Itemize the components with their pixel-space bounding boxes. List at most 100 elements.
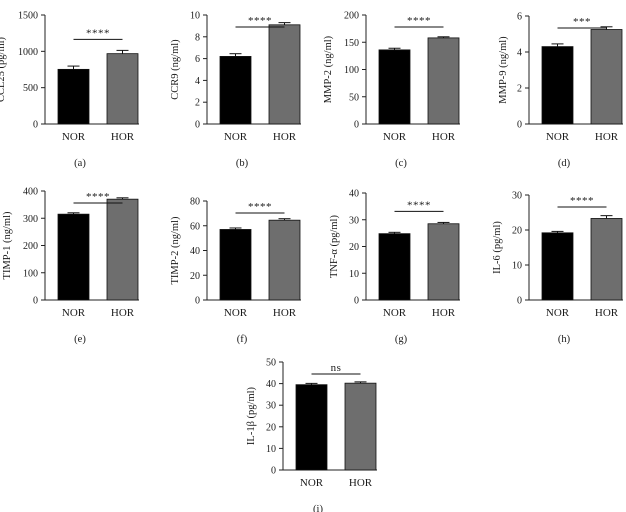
- y-tick-label: 8: [195, 32, 200, 43]
- y-tick-label: 0: [354, 120, 359, 131]
- bar-nor: [219, 56, 252, 125]
- panel-c: 0 50 100 150 200 MMP-2 (ng/ml) NOR HOR **** (c): [323, 11, 460, 169]
- bar-nor: [57, 68, 90, 125]
- significance-label: ****: [570, 195, 594, 207]
- x-tick-label: NOR: [546, 131, 570, 143]
- panel-h: 0 10 20 30 IL-6 (pg/ml) NOR HOR **** (h): [492, 191, 623, 345]
- bar-nor: [57, 213, 90, 301]
- x-tick-label: NOR: [300, 477, 324, 489]
- x-tick-label: NOR: [383, 131, 407, 143]
- y-tick-label: 2: [517, 84, 522, 95]
- panel-tag: (g): [395, 334, 408, 345]
- x-tick-label: HOR: [432, 307, 456, 319]
- x-tick-label: NOR: [62, 307, 86, 319]
- y-tick-label: 2: [195, 98, 200, 109]
- bar-hor: [268, 219, 301, 301]
- bar-hor: [590, 218, 623, 301]
- x-tick-label: NOR: [224, 307, 248, 319]
- y-tick-label: 20: [349, 242, 359, 253]
- x-tick-label: HOR: [595, 307, 619, 319]
- y-tick-label: 200: [23, 241, 38, 252]
- y-tick-label: 0: [517, 296, 522, 307]
- x-tick-label: HOR: [111, 131, 135, 143]
- panel-e: 0 100 200 300 400 TIMP-1 (ng/ml) NOR HOR **** (e): [2, 187, 139, 345]
- y-tick-label: 4: [195, 76, 200, 87]
- x-tick-label: HOR: [111, 307, 135, 319]
- x-tick-label: HOR: [595, 131, 619, 143]
- x-tick-label: NOR: [383, 307, 407, 319]
- y-tick-label: 30: [266, 401, 276, 412]
- y-tick-label: 1500: [18, 11, 38, 22]
- significance-label: ****: [248, 15, 272, 27]
- y-axis-title: CCL25 (pg/ml): [0, 36, 7, 102]
- bar-nor: [219, 229, 252, 301]
- significance-label: ns: [331, 362, 342, 374]
- y-tick-label: 30: [512, 191, 522, 202]
- y-tick-label: 400: [23, 187, 38, 198]
- y-tick-label: 80: [190, 197, 200, 208]
- bar-hor: [106, 198, 139, 301]
- significance-label: ***: [573, 16, 591, 28]
- y-tick-label: 100: [23, 268, 38, 279]
- bar-hor: [344, 382, 377, 471]
- y-tick-label: 0: [195, 296, 200, 307]
- y-tick-label: 0: [517, 120, 522, 131]
- y-axis-title: MMP-9 (ng/ml): [498, 36, 509, 104]
- panel-f: 0 20 40 60 80 TIMP-2 (ng/ml) NOR HOR **** (f): [170, 197, 301, 345]
- bar-nor: [378, 49, 411, 125]
- bar-nor: [295, 384, 328, 471]
- panel-tag: (h): [558, 334, 571, 345]
- bar-nor: [541, 232, 574, 301]
- y-axis-title: TIMP-1 (ng/ml): [2, 211, 13, 279]
- significance-label: ****: [248, 201, 272, 213]
- x-tick-label: HOR: [273, 307, 297, 319]
- x-tick-label: HOR: [349, 477, 373, 489]
- y-axis-title: TNF-α (pg/ml): [329, 215, 340, 278]
- panel-a: 0 500 1000 1500 CCL25 (pg/ml) NOR HOR **** (a): [0, 11, 139, 169]
- y-tick-label: 40: [266, 379, 276, 390]
- bar-hor: [427, 37, 460, 125]
- y-tick-label: 300: [23, 214, 38, 225]
- y-axis-title: IL-6 (pg/ml): [492, 221, 503, 274]
- bar-hor: [106, 53, 139, 125]
- y-tick-label: 6: [517, 12, 522, 23]
- y-axis-title: MMP-2 (ng/ml): [323, 35, 334, 103]
- panel-b: 0 2 4 6 8 10 CCR9 (ng/ml) NOR HOR **** (b): [170, 11, 301, 169]
- bar-hor: [427, 223, 460, 301]
- y-axis-title: TIMP-2 (ng/ml): [170, 216, 181, 284]
- y-tick-label: 0: [195, 120, 200, 131]
- y-tick-label: 0: [33, 296, 38, 307]
- y-tick-label: 0: [354, 296, 359, 307]
- y-tick-label: 10: [349, 269, 359, 280]
- y-tick-label: 40: [349, 189, 359, 200]
- y-tick-label: 20: [512, 226, 522, 237]
- significance-label: ****: [86, 27, 110, 39]
- y-tick-label: 10: [190, 11, 200, 22]
- x-tick-label: HOR: [432, 131, 456, 143]
- panel-tag: (b): [236, 158, 249, 169]
- panel-tag: (e): [74, 334, 86, 345]
- y-tick-label: 40: [190, 246, 200, 257]
- significance-label: ****: [407, 15, 431, 27]
- significance-label: ****: [407, 199, 431, 211]
- panel-tag: (f): [237, 334, 248, 345]
- y-tick-label: 30: [349, 215, 359, 226]
- y-tick-label: 500: [23, 83, 38, 94]
- x-tick-label: NOR: [224, 131, 248, 143]
- bar-nor: [541, 46, 574, 125]
- bar-hor: [268, 24, 301, 125]
- y-tick-label: 0: [33, 120, 38, 131]
- y-tick-label: 200: [344, 11, 359, 22]
- bar-hor: [590, 29, 623, 125]
- y-tick-label: 150: [344, 38, 359, 49]
- x-tick-label: HOR: [273, 131, 297, 143]
- y-tick-label: 50: [266, 358, 276, 369]
- panel-tag: (c): [395, 158, 407, 169]
- y-tick-label: 100: [344, 65, 359, 76]
- y-tick-label: 10: [266, 444, 276, 455]
- y-tick-label: 60: [190, 221, 200, 232]
- x-tick-label: NOR: [62, 131, 86, 143]
- y-tick-label: 0: [271, 466, 276, 477]
- bar-nor: [378, 233, 411, 301]
